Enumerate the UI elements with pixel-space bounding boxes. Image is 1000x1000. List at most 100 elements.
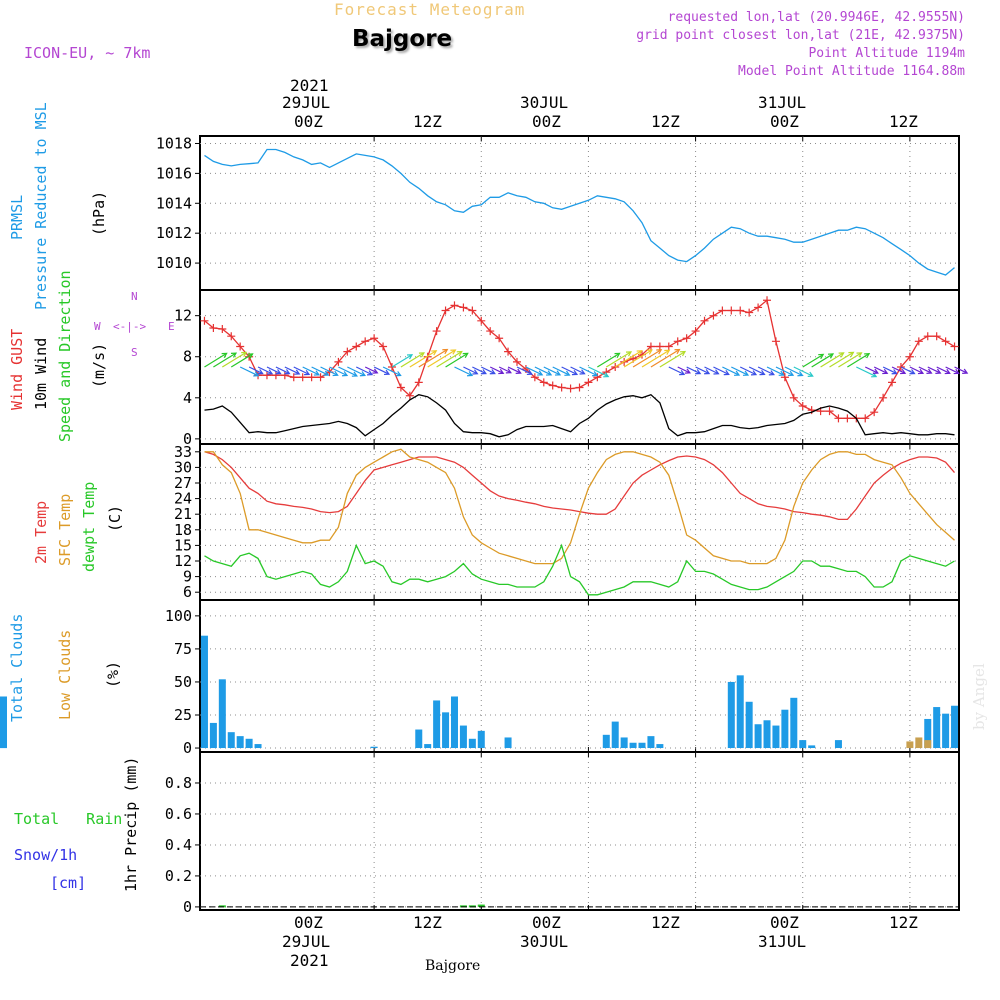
wind-ytick-label-1: 4 <box>183 389 192 407</box>
wind-arrow <box>204 352 227 368</box>
gust-point <box>700 316 709 325</box>
total-cloud-bar <box>433 700 441 749</box>
gust-point <box>387 363 396 371</box>
wind-arrow <box>677 366 691 374</box>
gust-point <box>486 327 495 336</box>
gust-point <box>950 342 959 351</box>
wind-arrow-head <box>797 371 804 377</box>
wind-arrow <box>847 353 870 368</box>
wind-arrow-head <box>450 349 457 355</box>
wind-arrow <box>739 366 757 376</box>
wind-arrow-head <box>313 370 321 376</box>
wind-arrow-head <box>241 351 248 358</box>
wind-arrow <box>704 366 719 375</box>
temp-unit: (C) <box>106 504 124 532</box>
wind-arrow-head <box>247 353 254 359</box>
wind-arrow-head <box>818 353 825 360</box>
low-cloud-bar <box>924 740 932 749</box>
wind-arrow-head <box>827 353 835 359</box>
gust-point <box>477 316 486 325</box>
total-cloud-bar <box>602 734 610 749</box>
gust-point <box>262 371 271 380</box>
wind-arrow-head <box>856 352 863 358</box>
wind-arrow <box>695 366 710 375</box>
wind-arrow <box>463 366 478 375</box>
rain-bar <box>468 905 476 908</box>
footer-credit: by Angel <box>970 663 988 730</box>
total-cloud-bar <box>745 701 753 749</box>
bottom-tick-1-hour: 12Z <box>413 913 442 932</box>
wind-arrow <box>472 366 487 375</box>
wind-arrow <box>605 351 632 368</box>
gust-point <box>905 352 914 361</box>
wind-arrow-head <box>571 369 579 376</box>
total-cloud-bar <box>424 744 432 749</box>
gust-point <box>870 408 879 417</box>
gust-point <box>655 342 664 351</box>
wind-arrow <box>597 352 620 368</box>
total-cloud-bar <box>754 724 762 749</box>
model-label: ICON-EU, ~ 7km <box>24 44 151 62</box>
total-cloud-bar <box>370 746 378 749</box>
gust-point <box>682 334 691 343</box>
total-cloud-bar <box>933 707 941 749</box>
top-tick-3-hour: 12Z <box>651 112 680 131</box>
gust-point <box>316 373 325 382</box>
clouds-ytick-label-0: 0 <box>183 739 192 757</box>
total-cloud-bar <box>477 730 485 749</box>
dewpt-line <box>204 543 955 596</box>
dewpt-label: dewpt Temp <box>80 481 98 572</box>
total-cloud-bar <box>942 713 950 749</box>
wind-arrow <box>588 366 609 378</box>
wind-arrow <box>829 351 854 368</box>
wind-arrow <box>275 366 290 375</box>
wind-arrow-head <box>406 354 414 360</box>
gust-point <box>718 306 727 315</box>
wind-arrow <box>364 366 378 374</box>
total-cloud-bar <box>834 740 842 749</box>
total-cloud-bar <box>245 738 253 749</box>
bottom-tick-4-date: 31JUL <box>758 932 807 951</box>
wind-arrow <box>481 366 496 375</box>
wind-arrow <box>873 366 888 374</box>
gust-point <box>727 306 736 315</box>
product-title: Forecast Meteogram <box>334 0 526 19</box>
top-tick-1-hour: 12Z <box>413 112 442 131</box>
total-cloud-bar <box>951 705 959 749</box>
total-cloud-bar <box>638 742 646 749</box>
compass-arrows: <-|-> <box>113 320 147 333</box>
wind-arrow <box>373 366 390 375</box>
total-cloud-bar <box>647 736 655 749</box>
wind-arrow-head <box>332 370 339 377</box>
total-cloud-bar <box>459 725 467 749</box>
wind-ytick-label-3: 12 <box>174 307 192 325</box>
wind-ytick-label-2: 8 <box>183 348 192 366</box>
wind-arrow <box>311 366 329 376</box>
gust-point <box>548 381 557 390</box>
total-cloud-bar <box>799 740 807 749</box>
total-cloud-bar <box>727 681 735 749</box>
wind-arrow-head <box>664 349 671 355</box>
clouds-frame <box>199 599 960 753</box>
total-cloud-bar <box>772 725 780 749</box>
temperature-ytick-label-9: 33 <box>174 443 192 461</box>
gust-point <box>879 393 888 402</box>
wind-arrow-head <box>953 368 960 375</box>
gust-point <box>512 357 521 366</box>
gust-point <box>530 373 539 382</box>
gust-point <box>504 347 513 356</box>
gust-point <box>825 407 834 416</box>
wind-arrow <box>400 352 425 368</box>
total-cloud-bar <box>236 736 244 749</box>
wind-arrow-head <box>807 371 814 377</box>
wind-arrow <box>329 366 348 377</box>
sfc-temp-line <box>204 448 955 565</box>
wind-arrow <box>525 366 543 376</box>
total-cloud-bar <box>0 709 7 749</box>
wind-arrow-head <box>221 352 228 359</box>
wind-arrow-head <box>431 350 438 356</box>
bottom-tick-5-hour: 12Z <box>889 913 918 932</box>
wind-arrow <box>382 366 401 377</box>
gust-point <box>405 391 414 400</box>
bottom-tick-0-year: 2021 <box>290 951 329 970</box>
